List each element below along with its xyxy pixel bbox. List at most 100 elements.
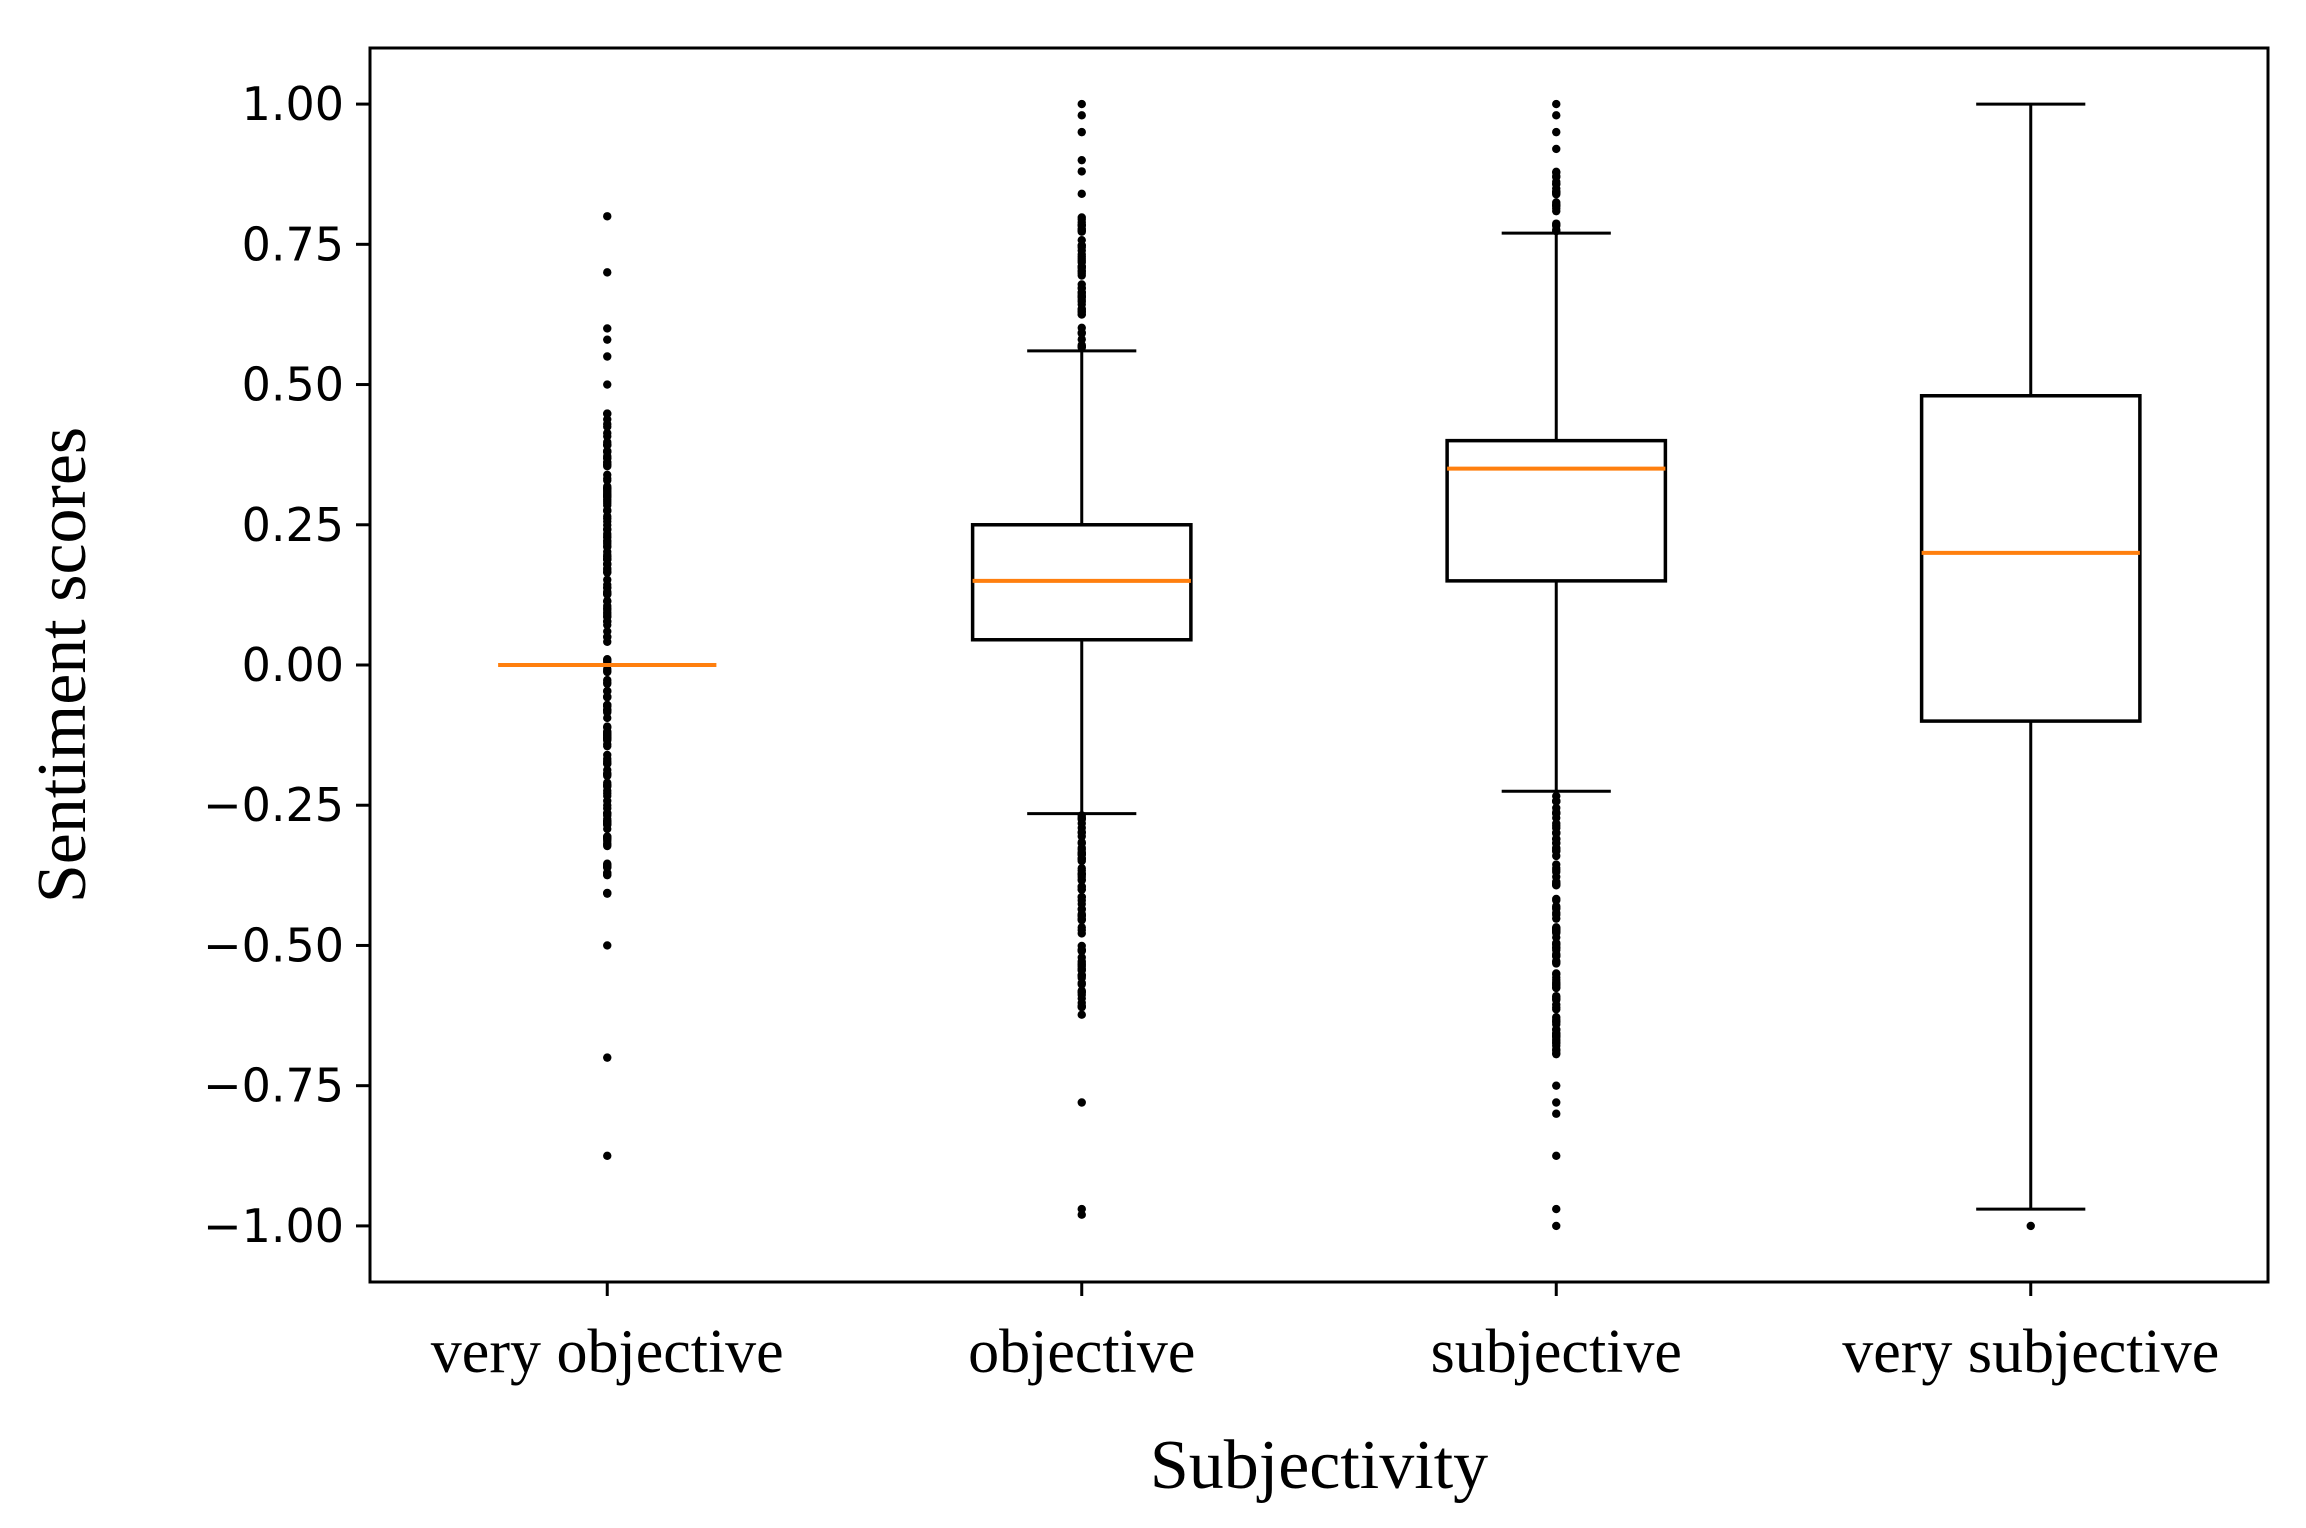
outlier-point — [603, 723, 612, 732]
x-tick-label: very objective — [431, 1318, 784, 1386]
outlier-point — [603, 678, 612, 687]
outlier-point — [1552, 127, 1561, 137]
outlier-point — [603, 1151, 612, 1160]
outlier-point — [603, 612, 612, 622]
outlier-point — [2026, 1221, 2035, 1231]
outlier-point — [603, 409, 612, 418]
outlier-point — [603, 490, 612, 500]
outlier-point — [1552, 980, 1561, 989]
outlier-point — [1552, 111, 1561, 120]
outlier-point — [1552, 809, 1561, 818]
outlier-point — [603, 560, 612, 569]
outlier-point — [1552, 1035, 1561, 1044]
outlier-point — [1552, 171, 1561, 181]
x-tick-label: objective — [968, 1318, 1195, 1386]
outlier-point — [1077, 958, 1086, 968]
outlier-point — [603, 506, 612, 516]
boxes-layer — [498, 102, 2142, 1211]
outlier-point — [1077, 155, 1086, 165]
outlier-point — [1077, 235, 1086, 245]
outlier-point — [603, 1053, 612, 1062]
outlier-point — [1077, 911, 1086, 920]
outlier-point — [603, 730, 612, 740]
outlier-point — [603, 666, 612, 676]
outlier-point — [1077, 839, 1086, 848]
x-tick-label: very subjective — [1842, 1318, 2219, 1386]
outlier-point — [1552, 829, 1561, 838]
y-axis-title: Sentiment scores — [24, 427, 101, 903]
outlier-point — [603, 687, 612, 696]
outlier-point — [603, 440, 612, 449]
outlier-point — [603, 627, 612, 636]
outlier-point — [603, 801, 612, 810]
outlier-point — [1552, 1204, 1561, 1214]
outlier-point — [1077, 167, 1086, 176]
outlier-point — [1077, 885, 1086, 894]
outlier-point — [603, 702, 612, 711]
outlier-point — [603, 589, 612, 598]
outlier-point — [603, 212, 612, 221]
outlier-point — [1552, 1044, 1561, 1054]
outlier-point — [1552, 851, 1561, 861]
box-objective — [970, 349, 1193, 816]
y-tick-label: −0.50 — [203, 918, 344, 972]
outlier-point — [1077, 929, 1086, 938]
outlier-point — [603, 460, 612, 470]
outlier-point — [1552, 1151, 1561, 1160]
outlier-point — [1552, 904, 1561, 914]
outlier-point — [1552, 190, 1561, 199]
outlier-point — [1552, 969, 1561, 978]
outlier-point — [1552, 99, 1561, 109]
box-very-subjective — [1919, 102, 2142, 1211]
y-tick-label: 0.25 — [242, 498, 344, 552]
outlier-point — [1552, 1221, 1561, 1231]
outlier-point — [1552, 844, 1561, 854]
outlier-point — [1077, 814, 1086, 823]
x-tick-label: subjective — [1431, 1318, 1682, 1386]
outlier-point — [603, 782, 612, 791]
outlier-point — [603, 517, 612, 526]
outlier-point — [603, 637, 612, 646]
outlier-point — [603, 324, 612, 333]
outlier-point — [1552, 1003, 1561, 1012]
outlier-point — [1552, 1109, 1561, 1118]
outlier-point — [1552, 144, 1561, 154]
y-tick-label: −1.00 — [203, 1199, 344, 1253]
outlier-point — [1077, 323, 1086, 332]
y-tick-label: −0.75 — [203, 1059, 344, 1113]
outlier-point — [603, 789, 612, 798]
outlier-point — [1077, 258, 1086, 267]
outlier-point — [603, 750, 612, 760]
outlier-point — [603, 446, 612, 456]
outlier-point — [1077, 866, 1086, 875]
outlier-point — [1077, 1098, 1086, 1107]
outlier-point — [603, 419, 612, 429]
outliers-layer — [603, 99, 2035, 1231]
outlier-point — [603, 756, 612, 766]
outlier-point — [603, 941, 612, 950]
outlier-point — [603, 862, 612, 871]
outlier-point — [603, 536, 612, 545]
y-tick-label: 0.00 — [242, 638, 344, 692]
outlier-point — [1077, 1210, 1086, 1219]
outlier-point — [1077, 99, 1086, 109]
outlier-point — [1077, 990, 1086, 1000]
outlier-point — [1077, 283, 1086, 293]
outlier-point — [1552, 179, 1561, 189]
outlier-point — [1077, 127, 1086, 137]
outlier-point — [1077, 849, 1086, 858]
outlier-point — [603, 380, 612, 389]
y-tick-label: 1.00 — [242, 77, 344, 131]
outlier-point — [1077, 295, 1086, 305]
outlier-point — [1552, 797, 1561, 806]
outlier-point — [1552, 201, 1561, 211]
outlier-point — [1552, 928, 1561, 938]
outlier-point — [1077, 111, 1086, 120]
outlier-point — [1077, 892, 1086, 902]
iqr-box — [1445, 438, 1668, 583]
outlier-point — [603, 713, 612, 723]
outlier-point — [1077, 1010, 1086, 1019]
outlier-point — [1552, 219, 1561, 228]
outlier-point — [1552, 1081, 1561, 1090]
